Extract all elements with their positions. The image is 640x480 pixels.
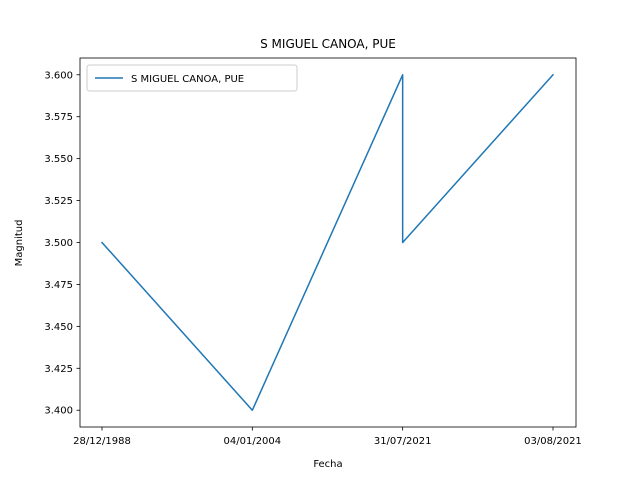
y-tick-label: 3.425 <box>44 364 73 375</box>
y-tick-label: 3.600 <box>44 70 73 81</box>
legend-label: S MIGUEL CANOA, PUE <box>131 74 244 85</box>
x-axis-label: Fecha <box>313 459 342 470</box>
y-axis-label: Magnitud <box>14 220 25 267</box>
y-tick-label: 3.400 <box>44 406 73 417</box>
legend: S MIGUEL CANOA, PUE <box>86 64 298 92</box>
x-tick-label: 03/08/2021 <box>524 436 582 447</box>
y-tick-label: 3.550 <box>44 154 73 165</box>
y-tick-label: 3.525 <box>44 196 73 207</box>
chart-title: S MIGUEL CANOA, PUE <box>260 37 396 51</box>
y-tick-label: 3.575 <box>44 112 73 123</box>
series-line <box>100 73 555 411</box>
x-tick-label: 28/12/1988 <box>73 436 131 447</box>
x-tick-label: 31/07/2021 <box>374 436 432 447</box>
y-tick-label: 3.500 <box>44 238 73 249</box>
y-tick-label: 3.450 <box>44 322 73 333</box>
x-tick-label: 04/01/2004 <box>224 436 282 447</box>
legend-frame <box>86 64 298 92</box>
y-tick-label: 3.475 <box>44 280 73 291</box>
plot-area: 3.400 3.425 3.450 3.475 3.500 3.525 3.550 3.575… <box>44 57 582 447</box>
